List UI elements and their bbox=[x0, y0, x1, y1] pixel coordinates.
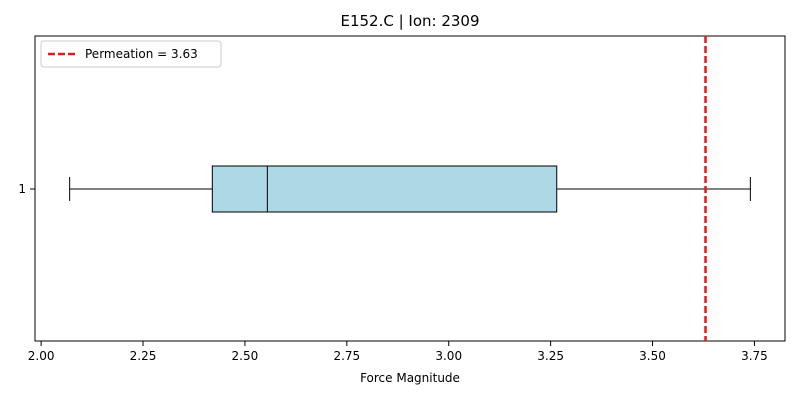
x-tick-label: 2.75 bbox=[333, 349, 360, 363]
iqr-box bbox=[211, 165, 558, 213]
y-axis-ticks: 1 bbox=[18, 182, 35, 196]
x-tick-label: 2.25 bbox=[130, 349, 157, 363]
box-group bbox=[69, 36, 751, 341]
x-tick-label: 3.00 bbox=[435, 349, 462, 363]
legend-frame bbox=[40, 40, 222, 68]
x-tick-label: 2.50 bbox=[232, 349, 259, 363]
chart-title: E152.C | Ion: 2309 bbox=[340, 12, 479, 30]
x-axis-ticks: 2.00 2.25 2.50 2.75 3.00 3.25 3.50 3.75 bbox=[28, 341, 768, 363]
x-tick-label: 2.00 bbox=[28, 349, 55, 363]
x-tick-label: 3.25 bbox=[537, 349, 564, 363]
x-axis-label: Force Magnitude bbox=[360, 371, 460, 385]
x-tick-label: 3.75 bbox=[741, 349, 768, 363]
y-tick-label: 1 bbox=[18, 182, 26, 196]
legend: Permeation = 3.63 bbox=[40, 40, 222, 68]
legend-label: Permeation = 3.63 bbox=[85, 47, 198, 61]
x-tick-label: 3.50 bbox=[639, 349, 666, 363]
